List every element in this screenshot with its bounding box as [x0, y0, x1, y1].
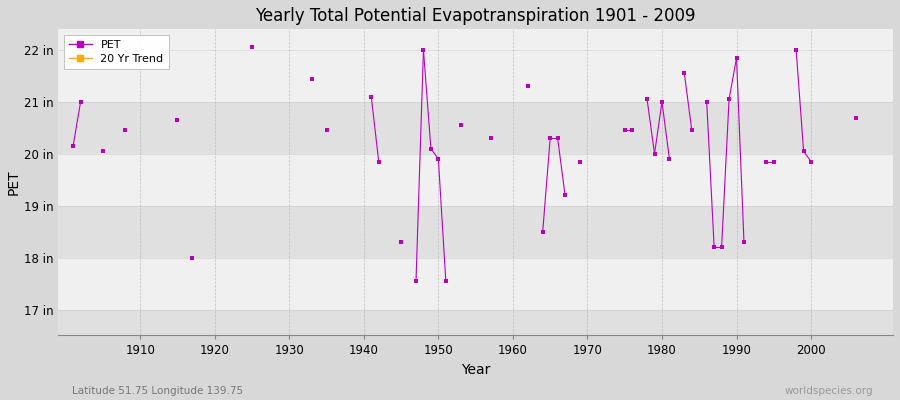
- Point: [454, 122, 468, 128]
- Point: [536, 228, 550, 235]
- Point: [95, 148, 110, 154]
- Point: [849, 114, 863, 121]
- Point: [74, 99, 88, 105]
- Point: [543, 135, 557, 142]
- Text: Latitude 51.75 Longitude 139.75: Latitude 51.75 Longitude 139.75: [72, 386, 243, 396]
- Point: [647, 151, 662, 157]
- Point: [767, 158, 781, 165]
- Point: [431, 156, 446, 162]
- Point: [796, 148, 811, 154]
- Legend: PET, 20 Yr Trend: PET, 20 Yr Trend: [64, 35, 169, 69]
- Point: [655, 99, 670, 105]
- Point: [617, 127, 632, 134]
- Point: [394, 239, 409, 245]
- Point: [320, 127, 334, 134]
- Y-axis label: PET: PET: [7, 170, 21, 195]
- Point: [364, 94, 379, 100]
- Bar: [58, 102, 893, 154]
- Point: [551, 135, 565, 142]
- Point: [729, 55, 743, 61]
- X-axis label: Year: Year: [461, 363, 491, 377]
- Title: Yearly Total Potential Evapotranspiration 1901 - 2009: Yearly Total Potential Evapotranspiratio…: [256, 7, 696, 25]
- Point: [304, 75, 319, 82]
- Point: [409, 278, 423, 284]
- Point: [424, 146, 438, 152]
- Point: [245, 44, 259, 51]
- Bar: [58, 206, 893, 258]
- Bar: [58, 310, 893, 336]
- Point: [483, 135, 498, 142]
- Bar: [58, 29, 893, 50]
- Point: [707, 244, 722, 250]
- Point: [66, 143, 80, 149]
- Bar: [58, 50, 893, 102]
- Point: [759, 158, 773, 165]
- Point: [737, 239, 751, 245]
- Point: [417, 47, 431, 53]
- Point: [118, 127, 132, 134]
- Point: [625, 127, 639, 134]
- Text: worldspecies.org: worldspecies.org: [785, 386, 873, 396]
- Point: [677, 70, 691, 76]
- Point: [572, 158, 587, 165]
- Bar: [58, 258, 893, 310]
- Point: [685, 127, 699, 134]
- Point: [722, 96, 736, 102]
- Point: [185, 254, 200, 261]
- Point: [558, 192, 572, 198]
- Bar: [58, 154, 893, 206]
- Point: [662, 156, 677, 162]
- Point: [715, 244, 729, 250]
- Point: [640, 96, 654, 102]
- Point: [438, 278, 453, 284]
- Point: [804, 158, 818, 165]
- Point: [789, 47, 804, 53]
- Point: [520, 83, 535, 90]
- Point: [372, 158, 386, 165]
- Point: [170, 117, 184, 123]
- Point: [699, 99, 714, 105]
